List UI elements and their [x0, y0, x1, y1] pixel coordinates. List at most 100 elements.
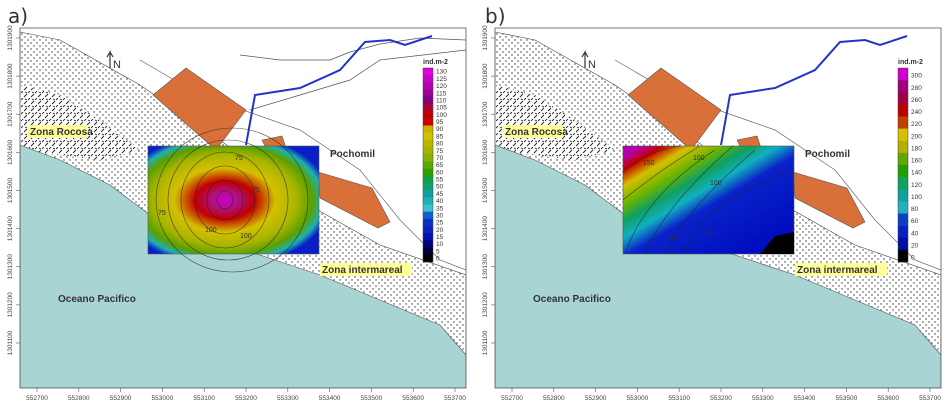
legend-swatch	[423, 147, 433, 155]
contour-label: 75	[158, 210, 166, 217]
legend-value: 130	[436, 69, 447, 76]
legend-swatch	[898, 104, 908, 117]
legend-swatch	[898, 225, 908, 238]
legend: ind.m-2 30028026024022020018016014012010…	[897, 59, 923, 263]
density-heatmap	[147, 145, 320, 255]
x-tick-label: 553600	[402, 395, 424, 402]
legend-value: 280	[911, 85, 922, 92]
legend-value: 220	[911, 121, 922, 128]
place-label-oceano: Oceano Pacifico	[533, 294, 611, 305]
legend-swatch	[423, 118, 433, 126]
place-label-oceano: Oceano Pacifico	[58, 294, 136, 305]
legend-swatch	[423, 204, 433, 212]
y-tick-label: 1301200	[7, 292, 14, 318]
x-tick-label: 553500	[836, 395, 858, 402]
x-tick-label: 552700	[501, 395, 523, 402]
legend-swatch	[423, 82, 433, 90]
legend-swatch	[423, 111, 433, 119]
legend-title: ind.m-2	[423, 59, 448, 66]
y-tick-label: 1301400	[482, 216, 489, 242]
y-tick-label: 1301900	[7, 25, 14, 51]
y-tick-label: 1301900	[482, 25, 489, 51]
y-tick-label: 1301100	[482, 330, 489, 355]
legend-swatch	[423, 247, 433, 256]
legend-value: 65	[436, 162, 444, 169]
legend-swatch	[423, 233, 433, 241]
x-tick-label: 553200	[710, 395, 732, 402]
legend-value: 115	[436, 90, 447, 97]
north-label: N	[588, 59, 596, 71]
legend-value: 35	[436, 205, 444, 212]
building	[792, 171, 866, 229]
legend-swatch	[423, 89, 433, 98]
y-tick-label: 1301400	[7, 216, 14, 242]
legend-value: 240	[911, 109, 922, 116]
legend-swatch	[898, 92, 908, 105]
legend-swatch	[423, 96, 433, 105]
north-arrow-icon	[581, 49, 589, 68]
legend-value: 140	[911, 170, 922, 177]
legend-swatch	[898, 237, 908, 251]
legend-title: ind.m-2	[898, 59, 923, 66]
legend-value: 100	[911, 194, 922, 201]
legend-swatch	[423, 226, 433, 234]
legend-swatch	[423, 240, 433, 248]
legend-value: 20	[436, 227, 444, 234]
y-tick-label: 1301300	[7, 254, 14, 280]
legend-swatch	[423, 211, 433, 220]
panel-letter: a)	[8, 4, 29, 28]
x-tick-label: 552800	[543, 395, 565, 402]
y-tick-label: 1301200	[482, 292, 489, 318]
x-tick-label: 553400	[794, 395, 816, 402]
y-tick-label: 1301100	[7, 330, 14, 355]
x-tick-label: 553500	[361, 395, 383, 402]
map-svg: 75 75 75 100 100 Zona Rocosa Pochomil Zo…	[7, 25, 467, 402]
legend-value: 15	[436, 234, 444, 241]
map-panel-b: b)	[475, 0, 950, 413]
building	[152, 67, 247, 151]
legend-value: 200	[911, 133, 922, 140]
y-tick-label: 1301700	[7, 101, 14, 127]
legend-value: 80	[911, 206, 919, 213]
legend-swatch	[898, 152, 908, 166]
legend-value: 50	[436, 184, 444, 191]
legend-swatch	[898, 116, 908, 129]
legend-value: 80	[436, 141, 444, 148]
legend-swatch	[898, 249, 908, 263]
panel-letter: b)	[485, 4, 506, 28]
legend-value: 45	[436, 191, 444, 198]
legend-value: 55	[436, 177, 444, 184]
legend-value: 40	[911, 230, 919, 237]
legend-swatch	[898, 213, 908, 226]
building	[627, 67, 722, 151]
x-tick-label: 553700	[919, 395, 941, 402]
legend-swatch	[423, 103, 433, 112]
x-tick-label: 552700	[26, 395, 48, 402]
x-tick-label: 552900	[110, 395, 132, 402]
place-label-zona-intermareal: Zona intermareal	[322, 265, 403, 276]
legend-value: 40	[436, 198, 444, 205]
legend-swatch	[423, 125, 433, 133]
legend-swatch	[898, 80, 908, 93]
place-label-zona-rocosa: Zona Rocosa	[505, 127, 568, 138]
contour-label: 40	[705, 230, 713, 237]
legend-swatch	[423, 175, 433, 184]
x-tick-label: 553700	[444, 395, 466, 402]
legend-value: 70	[436, 155, 444, 162]
contour-label: 100	[710, 180, 722, 187]
legend-swatch	[423, 183, 433, 191]
legend-value: 85	[436, 133, 444, 140]
x-tick-label: 552900	[585, 395, 607, 402]
legend: ind.m-2 13012512011511010510095908580757…	[422, 59, 448, 263]
legend-value: 75	[436, 148, 444, 155]
legend-value: 120	[911, 182, 922, 189]
map-svg: 150 100 100 60 40 Zona Rocosa Pochomil Z…	[482, 25, 942, 402]
contour-label: 150	[643, 160, 655, 167]
legend-swatch	[423, 132, 433, 141]
contour-label: 100	[240, 233, 252, 240]
legend-value: 100	[436, 112, 447, 119]
legend-value: 160	[911, 158, 922, 165]
legend-swatch	[423, 139, 433, 148]
contour-label: 75	[235, 155, 243, 162]
contour-label: 60	[670, 235, 678, 242]
